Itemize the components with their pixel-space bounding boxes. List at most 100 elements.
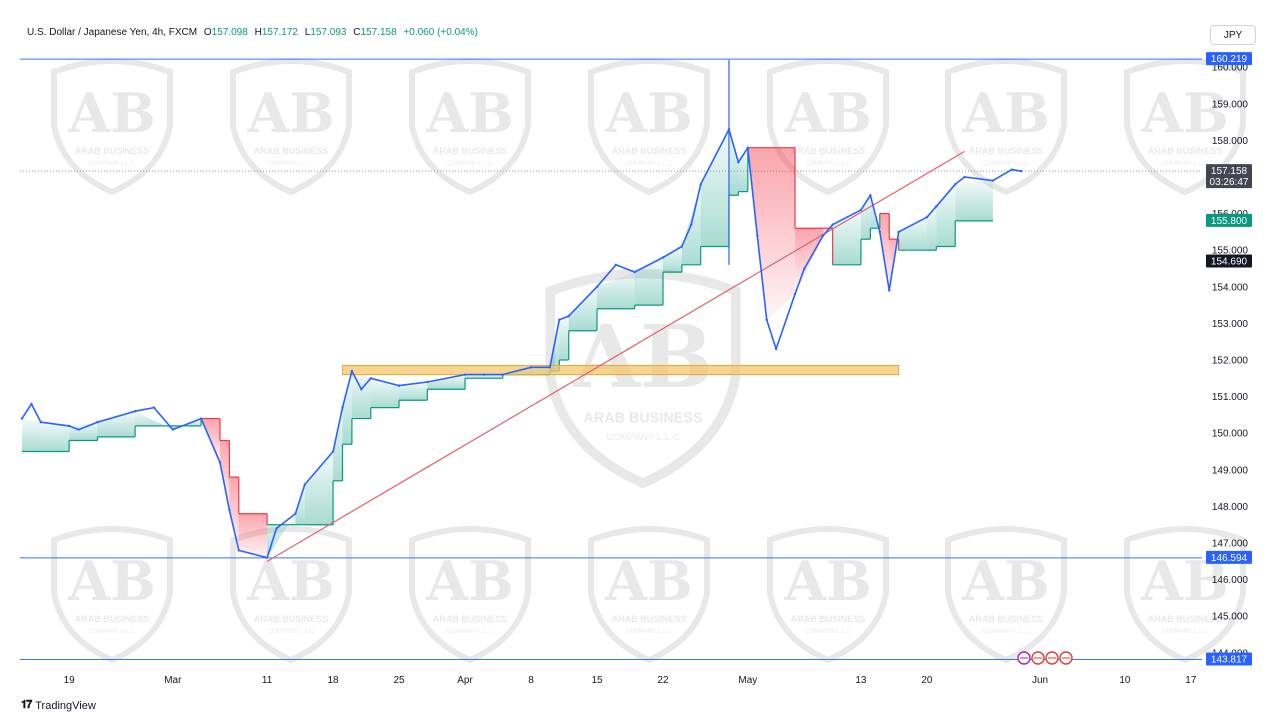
y-tick-label: 145.000 [1212,612,1249,623]
open-label: O [203,27,212,38]
svg-text:ARAB BUSINESS: ARAB BUSINESS [583,410,703,426]
svg-text:AB: AB [961,549,1050,613]
price-point [218,461,222,464]
price-label-bg [1206,52,1252,66]
support-band [832,209,861,265]
x-tick-label: Apr [457,675,473,686]
price-point [350,369,354,373]
trendline [266,150,965,562]
resistance-band [219,440,230,511]
svg-text:ARAB BUSINESS: ARAB BUSINESS [1148,614,1223,624]
price-point [529,366,533,369]
svg-text:ARAB BUSINESS: ARAB BUSINESS [433,614,508,624]
symbol-title: U.S. Dollar / Japanese Yen, 4h, FXCM [27,27,198,38]
resistance-band [238,513,268,558]
tradingview-logo-icon: 𝟏𝟕 [21,699,32,711]
low-label: L [304,27,311,38]
price-point [228,508,231,512]
y-tick-label: 152.000 [1212,356,1249,367]
price-point [397,384,401,387]
svg-text:AB: AB [246,81,335,145]
price-label-text: 154.690 [1211,257,1248,268]
price-point [77,428,80,431]
price-label-text: 146.594 [1211,553,1248,564]
price-point [633,270,636,274]
y-tick-label: 153.000 [1212,319,1249,330]
x-tick-label: 13 [855,675,867,686]
support-band [342,370,352,445]
price-point [67,424,71,428]
price-point [746,146,750,149]
resistance-band [766,147,795,320]
x-tick-label: 19 [64,675,76,686]
price-point [727,128,731,131]
svg-text:COMPANY L.L.C: COMPANY L.L.C [1162,629,1208,635]
currency-button[interactable]: JPY [1210,25,1256,45]
price-point [30,402,33,406]
price-point [360,388,363,391]
price-label-text: 155.800 [1211,216,1248,227]
svg-text:ARAB BUSINESS: ARAB BUSINESS [433,146,508,156]
price-point [963,175,966,179]
price-point [1010,168,1013,171]
support-band [597,272,635,309]
support-band [860,195,871,240]
open-value: 157.098 [211,27,248,38]
svg-text:COMPANY L.L.C: COMPANY L.L.C [983,161,1029,167]
svg-text:AB: AB [783,81,872,145]
price-point [897,230,900,234]
svg-text:COMPANY L.L.C: COMPANY L.L.C [447,161,493,167]
support-band [898,217,927,251]
price-label-bg [1206,652,1252,666]
close-label: C [353,27,361,38]
price-point [774,347,778,351]
y-tick-label: 160.000 [1212,63,1249,74]
x-tick-label: 15 [591,675,603,686]
support-band [333,407,343,481]
svg-text:AB: AB [425,549,514,613]
svg-text:COMPANY L.L.C: COMPANY L.L.C [626,161,672,167]
price-point [567,314,570,318]
svg-text:COMPANY L.L.C: COMPANY L.L.C [447,629,493,635]
svg-text:AB: AB [961,81,1050,145]
price-point [614,263,618,267]
price-point [294,512,297,515]
price-point [331,450,335,453]
svg-text:COMPANY L.L.C: COMPANY L.L.C [626,629,672,635]
support-band [135,411,173,430]
y-tick-label: 150.000 [1212,429,1249,440]
price-point [680,245,684,248]
price-label-top-line: 160.219 [1206,52,1252,66]
support-band [662,246,682,273]
price-point [595,285,599,288]
price-label-bg [1206,164,1252,189]
y-tick-label: 146.000 [1212,575,1249,586]
price-point [690,223,693,226]
price-point [341,406,344,409]
y-tick-label: 147.000 [1212,539,1249,550]
x-tick-label: 22 [657,675,669,686]
footer-brand[interactable]: 𝟏𝟕 TradingView [21,699,96,712]
y-tick-label: 159.000 [1212,99,1249,110]
support-band [465,374,503,379]
price-point [171,428,175,431]
support-band [728,129,739,196]
price-point [822,234,825,237]
price-point [661,256,665,259]
event-flag-icon [1017,651,1031,665]
support-band [634,257,663,306]
svg-text:AB: AB [604,81,693,145]
svg-text:ARAB BUSINESS: ARAB BUSINESS [612,146,687,156]
support-band [304,451,334,525]
svg-text:COMPANY L.L.C: COMPANY L.L.C [268,629,314,635]
svg-text:AB: AB [1140,81,1229,145]
svg-text:ARAB BUSINESS: ARAB BUSINESS [791,614,866,624]
